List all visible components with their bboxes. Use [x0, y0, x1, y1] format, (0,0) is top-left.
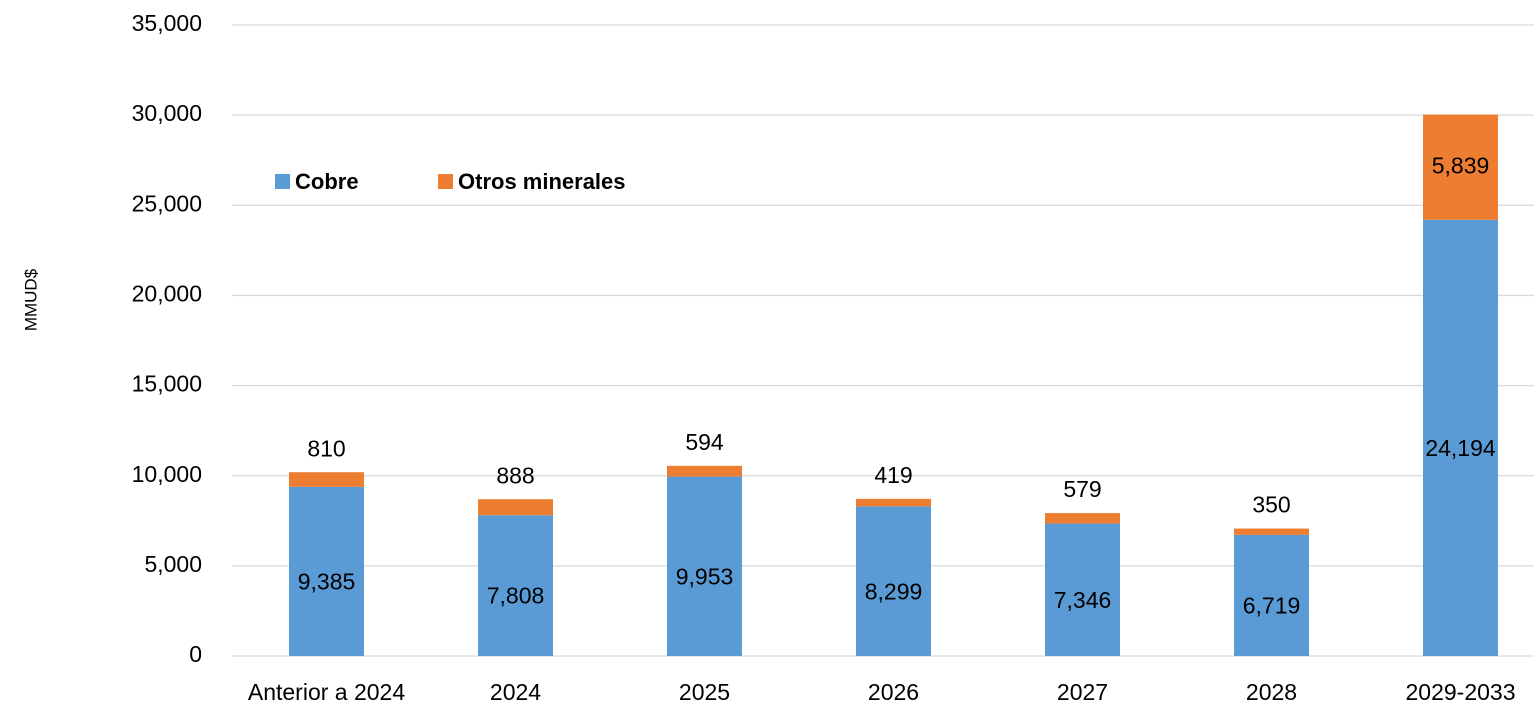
data-label: 888	[496, 462, 534, 488]
data-label: 5,839	[1432, 152, 1490, 178]
data-label: 7,808	[487, 583, 545, 609]
y-tick-label: 10,000	[132, 461, 202, 487]
legend-swatch	[438, 174, 453, 189]
bar-segment	[289, 486, 364, 656]
bar-segment	[1234, 534, 1309, 656]
data-label: 419	[874, 462, 912, 488]
bar-segment	[667, 465, 742, 477]
y-tick-label: 5,000	[144, 551, 202, 577]
data-label: 8,299	[865, 578, 923, 604]
data-label: 579	[1063, 476, 1101, 502]
data-label: 24,194	[1425, 435, 1496, 461]
data-label: 9,385	[298, 568, 356, 594]
data-label: 810	[307, 435, 345, 461]
bar-segment	[667, 476, 742, 656]
data-label: 594	[685, 429, 724, 455]
legend-label: Cobre	[295, 169, 359, 194]
bar-segment	[1045, 523, 1120, 656]
y-tick-label: 30,000	[132, 100, 202, 126]
legend-label: Otros minerales	[458, 169, 626, 194]
x-tick-label: Anterior a 2024	[248, 679, 405, 705]
bar-segment	[478, 515, 553, 656]
data-label: 350	[1252, 492, 1290, 518]
data-label: 7,346	[1054, 587, 1112, 613]
x-tick-label: 2026	[868, 679, 919, 705]
legend-swatch	[275, 174, 290, 189]
bar-segment	[856, 498, 931, 507]
y-tick-label: 25,000	[132, 190, 202, 216]
y-tick-label: 0	[189, 641, 202, 667]
bar-segment	[1423, 114, 1498, 220]
x-tick-label: 2028	[1246, 679, 1297, 705]
bar-segment	[1234, 528, 1309, 535]
data-label: 6,719	[1243, 593, 1301, 619]
x-tick-label: 2027	[1057, 679, 1108, 705]
x-tick-label: 2025	[679, 679, 730, 705]
bar-segment	[1045, 513, 1120, 524]
y-axis-label: MMUD$	[21, 268, 40, 331]
y-tick-label: 35,000	[132, 10, 202, 36]
y-tick-label: 15,000	[132, 371, 202, 397]
x-tick-label: 2024	[490, 679, 541, 705]
x-tick-label: 2029-2033	[1406, 679, 1516, 705]
bar-segment	[1423, 219, 1498, 656]
y-tick-label: 20,000	[132, 281, 202, 307]
bar-segment	[856, 506, 931, 656]
bar-segment	[478, 499, 553, 516]
bar-segment	[289, 472, 364, 487]
data-label: 9,953	[676, 563, 734, 589]
